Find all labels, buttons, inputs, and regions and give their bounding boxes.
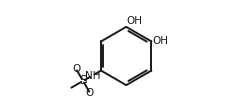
Text: OH: OH [151, 36, 167, 46]
Text: O: O [85, 88, 94, 98]
Text: OH: OH [126, 16, 142, 26]
Text: S: S [79, 74, 86, 87]
Text: O: O [72, 64, 80, 74]
Text: NH: NH [84, 71, 100, 81]
